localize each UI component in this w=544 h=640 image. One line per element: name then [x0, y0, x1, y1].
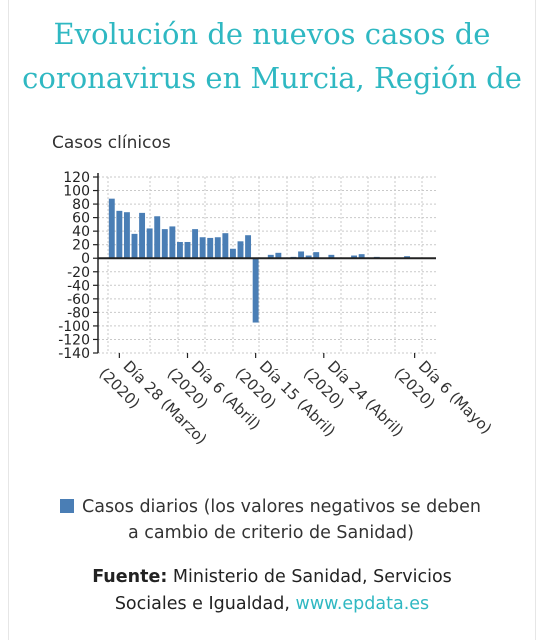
- y-tick-label: -100: [58, 319, 90, 335]
- bar: [298, 251, 305, 259]
- y-tick-label: -60: [67, 292, 90, 308]
- source-label: Fuente:: [92, 567, 168, 587]
- grid-lines: [98, 176, 436, 354]
- source-text-2: Sociales e Igualdad,: [114, 594, 296, 614]
- x-tick-label: Día 6 (Mayo)(2020): [391, 357, 496, 438]
- y-tick-label: 100: [63, 184, 90, 200]
- y-tick-label: -20: [67, 265, 90, 281]
- bar: [214, 237, 221, 259]
- bar-chart: Casos clínicos 120100806040200-20-40-60-…: [52, 133, 496, 448]
- bar: [267, 254, 274, 259]
- legend-swatch: [60, 499, 74, 513]
- chart-title-line1: Evolución de nuevos casos de: [53, 17, 491, 51]
- bar: [199, 237, 206, 259]
- bar: [237, 241, 244, 259]
- y-tick-label: 40: [72, 224, 90, 240]
- x-tick-labels: Día 28 (Marzo)(2020) Día 6 (Abril)(2020) D…: [95, 353, 496, 448]
- y-tick-label: -40: [67, 278, 90, 294]
- y-tick-label: 120: [63, 170, 90, 186]
- bar: [207, 237, 214, 259]
- bar: [131, 233, 138, 259]
- source-text: Ministerio de Sanidad, Servicios: [167, 567, 452, 587]
- axes: [93, 173, 436, 354]
- x-tick-label: Día 24 (Abril)(2020): [300, 357, 407, 440]
- bar: [123, 212, 130, 259]
- bar: [275, 252, 282, 259]
- bar: [404, 256, 411, 259]
- bar: [245, 235, 252, 259]
- x-tick-label: Día 6 (Abril)(2020): [164, 357, 264, 433]
- y-tick-label: 0: [81, 251, 90, 267]
- source-link[interactable]: www.epdata.es: [295, 594, 430, 614]
- bar: [176, 241, 183, 259]
- bar: [146, 228, 153, 259]
- y-tick-label: 80: [72, 197, 90, 213]
- y-tick-label: 60: [72, 211, 90, 227]
- bar: [184, 241, 191, 259]
- chart-title-line2: coronavirus en Murcia, Región de: [22, 61, 522, 95]
- bar: [116, 210, 123, 259]
- bar: [305, 255, 312, 259]
- chart-card: [8, 0, 536, 640]
- bar: [192, 229, 199, 259]
- bar: [252, 258, 259, 323]
- bar: [108, 198, 115, 259]
- y-tick-label: -140: [58, 346, 90, 362]
- legend-text-line1: Casos diarios (los valores negativos se …: [82, 497, 482, 517]
- y-axis-label: Casos clínicos: [52, 133, 171, 153]
- bar: [161, 229, 168, 259]
- legend-text-line2: a cambio de criterio de Sanidad): [128, 523, 414, 543]
- bar: [328, 254, 335, 259]
- legend: Casos diarios (los valores negativos se …: [60, 494, 500, 546]
- y-tick-label: 20: [72, 238, 90, 254]
- x-tick-label: Día 15 (Abril)(2020): [232, 357, 339, 440]
- bar: [169, 226, 176, 259]
- bar: [351, 255, 358, 259]
- bar: [222, 233, 229, 259]
- chart-title: Evolución de nuevos casos de coronavirus…: [0, 12, 544, 100]
- y-tick-label: -120: [58, 332, 90, 348]
- bar: [313, 252, 320, 259]
- bar: [139, 212, 146, 259]
- bar-series: [108, 198, 411, 323]
- bar: [229, 248, 236, 259]
- bar: [358, 254, 365, 259]
- bar: [154, 216, 161, 259]
- source-note: Fuente: Ministerio de Sanidad, Servicios…: [0, 564, 544, 618]
- y-tick-label: -80: [67, 305, 90, 321]
